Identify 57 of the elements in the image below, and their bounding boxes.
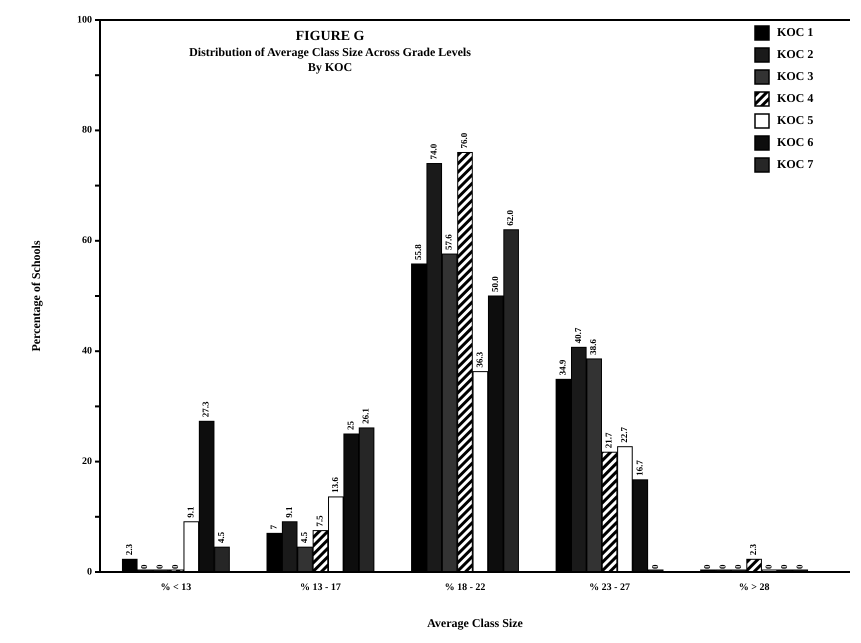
x-tick-label: % 13 - 17 xyxy=(300,582,341,593)
data-label: 25 xyxy=(345,420,356,430)
data-label: 21.7 xyxy=(604,432,614,448)
y-tick-label: 20 xyxy=(82,456,92,467)
y-tick-label: 60 xyxy=(82,235,92,246)
data-label: 0 xyxy=(764,564,774,569)
data-label: 4.5 xyxy=(299,531,310,544)
x-axis-title: Average Class Size xyxy=(427,616,524,630)
data-label: 27.3 xyxy=(200,401,211,418)
legend-label: KOC 6 xyxy=(777,134,814,149)
y-tick-label: 80 xyxy=(82,124,92,136)
y-tick-label: 40 xyxy=(82,345,92,356)
text: FIGURE G xyxy=(296,29,365,44)
legend-label: KOC 1 xyxy=(777,24,814,39)
data-label: 74.0 xyxy=(428,143,438,160)
data-label: 7 xyxy=(268,524,278,530)
data-label: 2.3 xyxy=(748,544,758,556)
data-label: 50.0 xyxy=(490,276,500,292)
data-label: 38.6 xyxy=(588,338,598,355)
y-axis-title: Percentage of Schools xyxy=(29,240,43,352)
data-label: 0 xyxy=(702,564,712,569)
data-label: 76.0 xyxy=(459,132,470,148)
text: Distribution of Average Class Size Across Grade Levels By KOC xyxy=(189,45,472,74)
data-label: 26.1 xyxy=(360,408,371,424)
y-tick-label: 100 xyxy=(77,14,92,26)
data-label: 0 xyxy=(650,564,660,569)
data-label: 0 xyxy=(778,564,789,569)
x-tick-label: % > 28 xyxy=(738,582,770,593)
x-tick-label: % < 13 xyxy=(160,582,192,593)
data-label: 13.6 xyxy=(330,476,340,493)
x-tick-label: % 18 - 22 xyxy=(444,582,486,593)
data-label: 0 xyxy=(154,564,165,569)
data-label: 4.5 xyxy=(216,531,226,544)
legend-label: KOC 5 xyxy=(777,112,814,127)
legend-label: KOC 2 xyxy=(777,46,814,61)
data-label: 34.9 xyxy=(557,359,568,376)
data-label: 0 xyxy=(732,564,743,569)
data-label: 36.3 xyxy=(474,351,484,368)
data-label: 62.0 xyxy=(505,210,516,226)
data-label: 16.7 xyxy=(634,460,644,476)
data-label: 22.7 xyxy=(618,426,629,443)
data-label: 0 xyxy=(139,564,150,569)
y-tick-label: 0 xyxy=(87,566,92,578)
legend-label: KOC 3 xyxy=(777,68,814,83)
legend-label: KOC 4 xyxy=(777,90,814,105)
data-label: 9.1 xyxy=(185,506,196,518)
data-label: 0 xyxy=(170,564,180,569)
data-label: 9.1 xyxy=(284,506,294,518)
data-label: 2.3 xyxy=(124,544,134,556)
data-label: 7.5 xyxy=(314,514,325,527)
data-label: 0 xyxy=(717,564,728,569)
data-label: 40.7 xyxy=(572,327,583,344)
x-tick-label: % 23 - 27 xyxy=(589,582,630,593)
legend-label: KOC 7 xyxy=(777,156,814,171)
data-label: 0 xyxy=(794,564,804,569)
data-label: 57.6 xyxy=(444,234,454,250)
data-label: 55.8 xyxy=(412,244,423,260)
